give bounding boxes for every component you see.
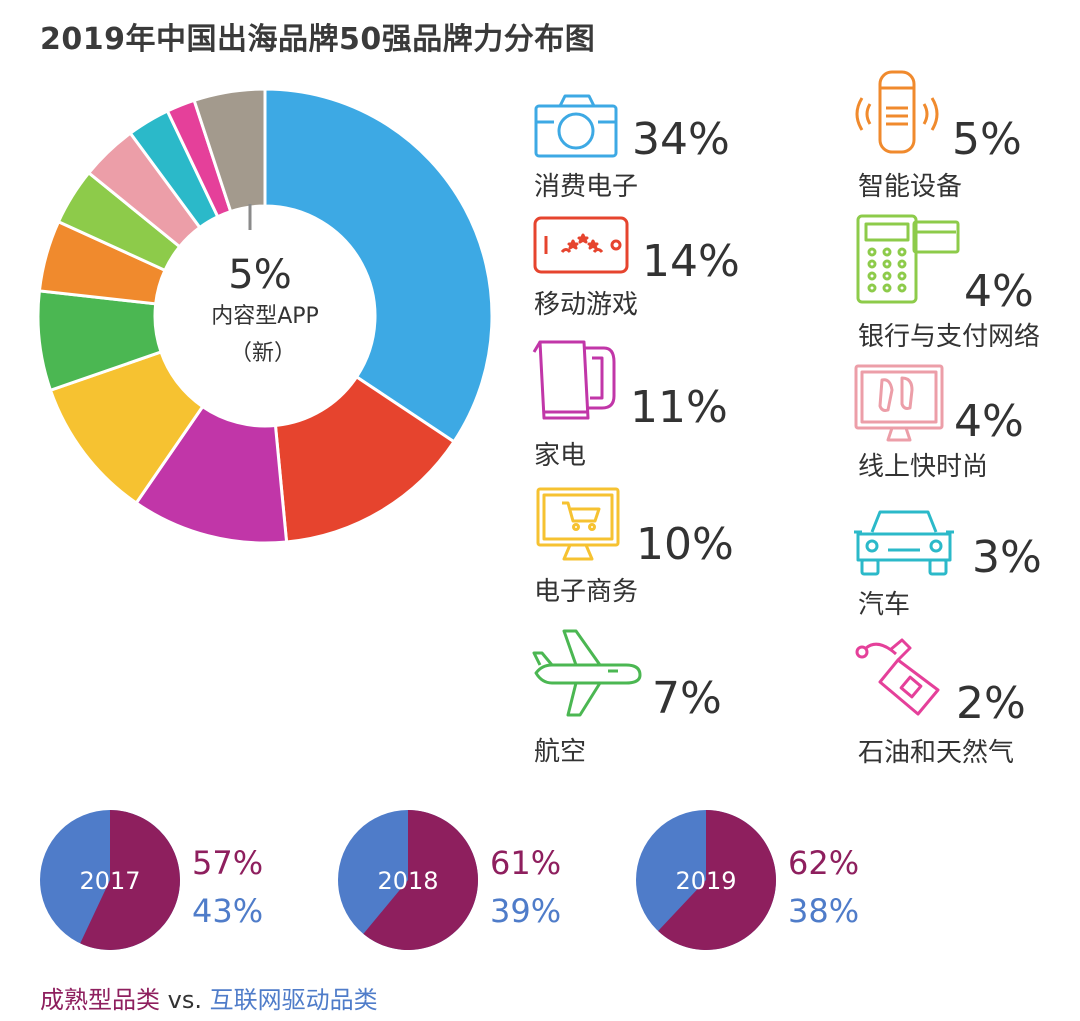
pie-2018-mature-slice bbox=[363, 810, 478, 950]
legend-label-smart-devices: 智能设备 bbox=[858, 172, 963, 202]
pie-2017-mature-pct: 57% bbox=[192, 844, 264, 882]
legend-vs-text: vs. bbox=[160, 986, 210, 1014]
phone-game-icon bbox=[533, 216, 629, 274]
pie-2019-mature-pct: 62% bbox=[788, 844, 860, 882]
smart-speaker-icon bbox=[855, 70, 939, 154]
pie-2018-mature-pct: 61% bbox=[490, 844, 562, 882]
legend-pct-banking-payment: 4% bbox=[964, 266, 1034, 317]
legend-label-ecommerce: 电子商务 bbox=[534, 577, 639, 607]
center-label: 内容型APP bbox=[211, 304, 319, 329]
legend-label-aviation: 航空 bbox=[534, 737, 587, 767]
legend-label-oil-gas: 石油和天然气 bbox=[858, 738, 1015, 768]
legend-pct-oil-gas: 2% bbox=[956, 678, 1026, 729]
legend-item-smart-devices: 5% 智能设备 bbox=[852, 68, 1072, 202]
pie-2019-year-label: 2019 bbox=[675, 867, 736, 895]
legend-internet-label: 互联网驱动品类 bbox=[209, 986, 378, 1014]
center-pct: 5% bbox=[228, 252, 291, 298]
legend-item-ecommerce: 10% 电子商务 bbox=[532, 485, 792, 607]
legend-item-aviation: 7% 航空 bbox=[532, 625, 792, 767]
legend-pct-smart-devices: 5% bbox=[952, 114, 1022, 165]
pie-2018-year-label: 2018 bbox=[377, 867, 438, 895]
brand-donut-chart: 5% 内容型APP （新） bbox=[36, 87, 494, 545]
legend-item-banking-payment: 4% 银行与支付网络 bbox=[852, 212, 1080, 352]
legend-item-home-appliances: 11% 家电 bbox=[532, 332, 792, 472]
cart-monitor-icon bbox=[536, 487, 620, 561]
legend-mature-label: 成熟型品类 bbox=[40, 986, 160, 1014]
chart-title: 2019年中国出海品牌50强品牌力分布图 bbox=[40, 22, 596, 57]
legend-pct-aviation: 7% bbox=[652, 673, 722, 724]
legend-pct-mobile-games: 14% bbox=[642, 236, 740, 287]
legend-label-banking-payment: 银行与支付网络 bbox=[858, 322, 1041, 352]
center-label-sub: （新） bbox=[230, 341, 296, 366]
camera-icon bbox=[534, 94, 618, 158]
legend-label-mobile-games: 移动游戏 bbox=[534, 290, 639, 320]
legend-item-consumer-electronics: 34% 消费电子 bbox=[532, 92, 792, 202]
donut-slice-10 bbox=[192, 87, 267, 214]
donut-slice-0 bbox=[263, 87, 494, 444]
kettle-icon bbox=[532, 340, 616, 420]
legend-pct-home-appliances: 11% bbox=[630, 382, 728, 433]
donut-slice-1 bbox=[273, 374, 457, 544]
legend-item-fast-fashion: 4% 线上快时尚 bbox=[852, 362, 1072, 492]
legend-pct-consumer-electronics: 34% bbox=[632, 114, 730, 165]
pie-legend-caption: 成熟型品类 vs. 互联网驱动品类 bbox=[40, 980, 378, 1015]
pie-2019-mature-slice bbox=[658, 810, 776, 950]
legend-label-fast-fashion: 线上快时尚 bbox=[858, 452, 989, 482]
legend-pct-fast-fashion: 4% bbox=[954, 396, 1024, 447]
legend-pct-ecommerce: 10% bbox=[636, 519, 734, 570]
car-icon bbox=[854, 510, 954, 576]
legend-pct-automobile: 3% bbox=[972, 532, 1042, 583]
legend-item-mobile-games: 14% 移动游戏 bbox=[532, 212, 792, 322]
pie-2018-internet-pct: 39% bbox=[490, 892, 562, 930]
legend-label-consumer-electronics: 消费电子 bbox=[534, 172, 639, 202]
legend-item-automobile: 3% 汽车 bbox=[852, 506, 1072, 626]
fashion-monitor-icon bbox=[854, 364, 944, 442]
airplane-icon bbox=[532, 629, 642, 717]
legend-item-oil-gas: 2% 石油和天然气 bbox=[852, 632, 1072, 772]
legend-label-home-appliances: 家电 bbox=[534, 441, 587, 471]
fuel-pump-icon bbox=[855, 638, 940, 716]
pie-2017-mature-slice bbox=[80, 810, 180, 950]
pie-2019-internet-pct: 38% bbox=[788, 892, 860, 930]
legend-label-automobile: 汽车 bbox=[858, 590, 911, 620]
pie-2017-year-label: 2017 bbox=[79, 867, 140, 895]
pie-2017-internet-pct: 43% bbox=[192, 892, 264, 930]
pos-terminal-icon bbox=[856, 214, 960, 304]
